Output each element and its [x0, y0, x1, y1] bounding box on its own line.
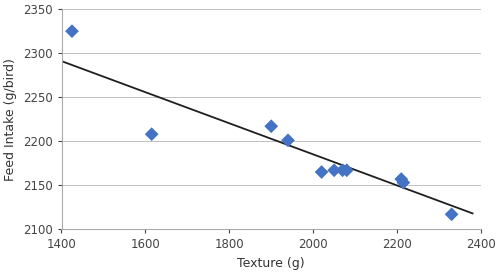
Point [338, 168, 346, 172]
Point [398, 177, 406, 181]
Point [448, 212, 456, 216]
Point [267, 124, 275, 129]
Point [330, 168, 338, 172]
Y-axis label: Feed Intake (g/bird): Feed Intake (g/bird) [4, 58, 17, 181]
Point [68, 29, 76, 33]
Point [148, 132, 156, 136]
Point [342, 168, 350, 172]
Point [400, 180, 407, 185]
Point [284, 138, 292, 142]
X-axis label: Texture (g): Texture (g) [238, 257, 305, 270]
Point [318, 170, 326, 174]
